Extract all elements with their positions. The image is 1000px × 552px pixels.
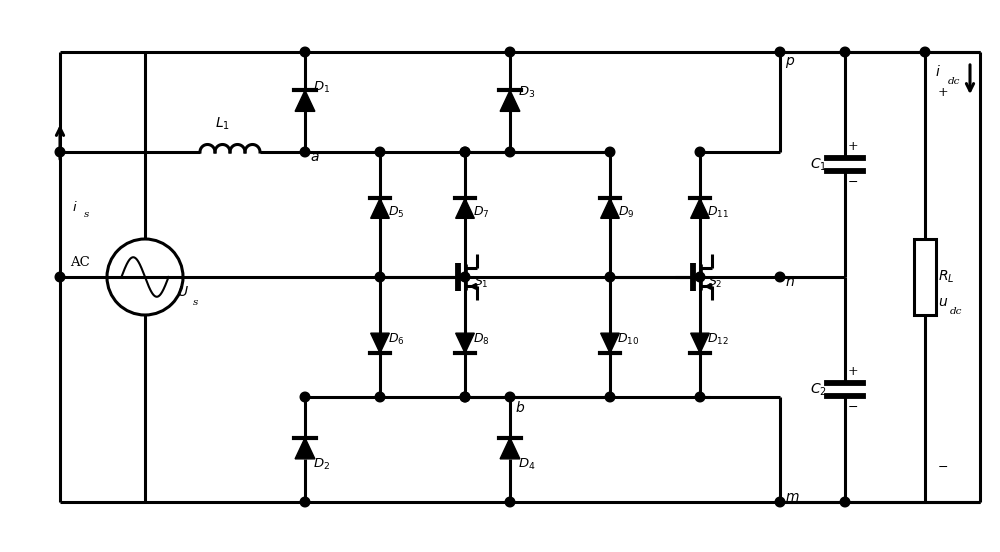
Circle shape (505, 147, 515, 157)
Circle shape (460, 392, 470, 402)
Text: $D_5$: $D_5$ (388, 205, 404, 220)
Text: $D_{12}$: $D_{12}$ (707, 331, 729, 347)
Circle shape (55, 272, 65, 282)
Circle shape (460, 392, 470, 402)
Text: −: − (848, 176, 858, 189)
Text: $L_1$: $L_1$ (215, 116, 230, 132)
Text: $S_1$: $S_1$ (474, 274, 489, 290)
Text: $n$: $n$ (785, 275, 795, 289)
Text: $D_{10}$: $D_{10}$ (617, 331, 639, 347)
Circle shape (460, 147, 470, 157)
Circle shape (605, 392, 615, 402)
Text: $D_8$: $D_8$ (473, 331, 490, 347)
Text: $R_L$: $R_L$ (938, 269, 954, 285)
Circle shape (840, 497, 850, 507)
Text: s: s (193, 298, 198, 307)
Circle shape (55, 147, 65, 157)
Text: $D_9$: $D_9$ (618, 205, 635, 220)
Text: $a$: $a$ (310, 150, 320, 164)
Polygon shape (371, 333, 389, 353)
Text: $D_1$: $D_1$ (313, 79, 330, 94)
Text: $m$: $m$ (785, 490, 800, 504)
Circle shape (605, 272, 615, 282)
Circle shape (505, 497, 515, 507)
Text: $D_2$: $D_2$ (313, 457, 330, 472)
Circle shape (775, 497, 785, 507)
Text: $D_{11}$: $D_{11}$ (707, 205, 729, 220)
Text: $C_1$: $C_1$ (810, 156, 827, 173)
Text: +: + (938, 86, 949, 98)
Text: $i$: $i$ (935, 65, 941, 79)
Text: $D_4$: $D_4$ (518, 457, 536, 472)
Polygon shape (371, 199, 389, 219)
Polygon shape (295, 438, 315, 459)
Text: AC: AC (70, 256, 90, 268)
Text: dc: dc (950, 307, 962, 316)
Polygon shape (601, 199, 619, 219)
Circle shape (300, 497, 310, 507)
Circle shape (375, 272, 385, 282)
Polygon shape (500, 91, 520, 112)
Circle shape (695, 147, 705, 157)
Text: dc: dc (948, 77, 960, 86)
Circle shape (300, 147, 310, 157)
Text: $C_2$: $C_2$ (810, 381, 827, 397)
Text: $D_3$: $D_3$ (518, 84, 535, 99)
Polygon shape (500, 438, 520, 459)
Polygon shape (295, 91, 315, 112)
Polygon shape (456, 333, 474, 353)
Bar (914, 239, 936, 315)
Circle shape (775, 47, 785, 57)
Circle shape (605, 147, 615, 157)
Circle shape (505, 47, 515, 57)
Text: $u$: $u$ (938, 295, 948, 309)
Text: $p$: $p$ (785, 55, 795, 70)
Polygon shape (456, 199, 474, 219)
Polygon shape (601, 333, 619, 353)
Polygon shape (691, 199, 709, 219)
Text: +: + (848, 365, 859, 378)
Text: −: − (938, 460, 948, 474)
Circle shape (840, 47, 850, 57)
Circle shape (300, 392, 310, 402)
Text: $D_6$: $D_6$ (388, 331, 405, 347)
Circle shape (695, 392, 705, 402)
Circle shape (460, 272, 470, 282)
Polygon shape (691, 333, 709, 353)
Text: $i$: $i$ (72, 200, 78, 214)
Circle shape (695, 272, 705, 282)
Text: $S_2$: $S_2$ (708, 274, 723, 290)
Circle shape (375, 392, 385, 402)
Text: +: + (848, 140, 859, 153)
Text: s: s (84, 210, 89, 219)
Circle shape (375, 147, 385, 157)
Text: $U$: $U$ (177, 285, 189, 299)
Text: $b$: $b$ (515, 400, 525, 415)
Circle shape (775, 272, 785, 282)
Circle shape (505, 392, 515, 402)
Text: −: − (848, 401, 858, 414)
Circle shape (460, 147, 470, 157)
Circle shape (920, 47, 930, 57)
Text: $D_7$: $D_7$ (473, 205, 490, 220)
Circle shape (300, 47, 310, 57)
